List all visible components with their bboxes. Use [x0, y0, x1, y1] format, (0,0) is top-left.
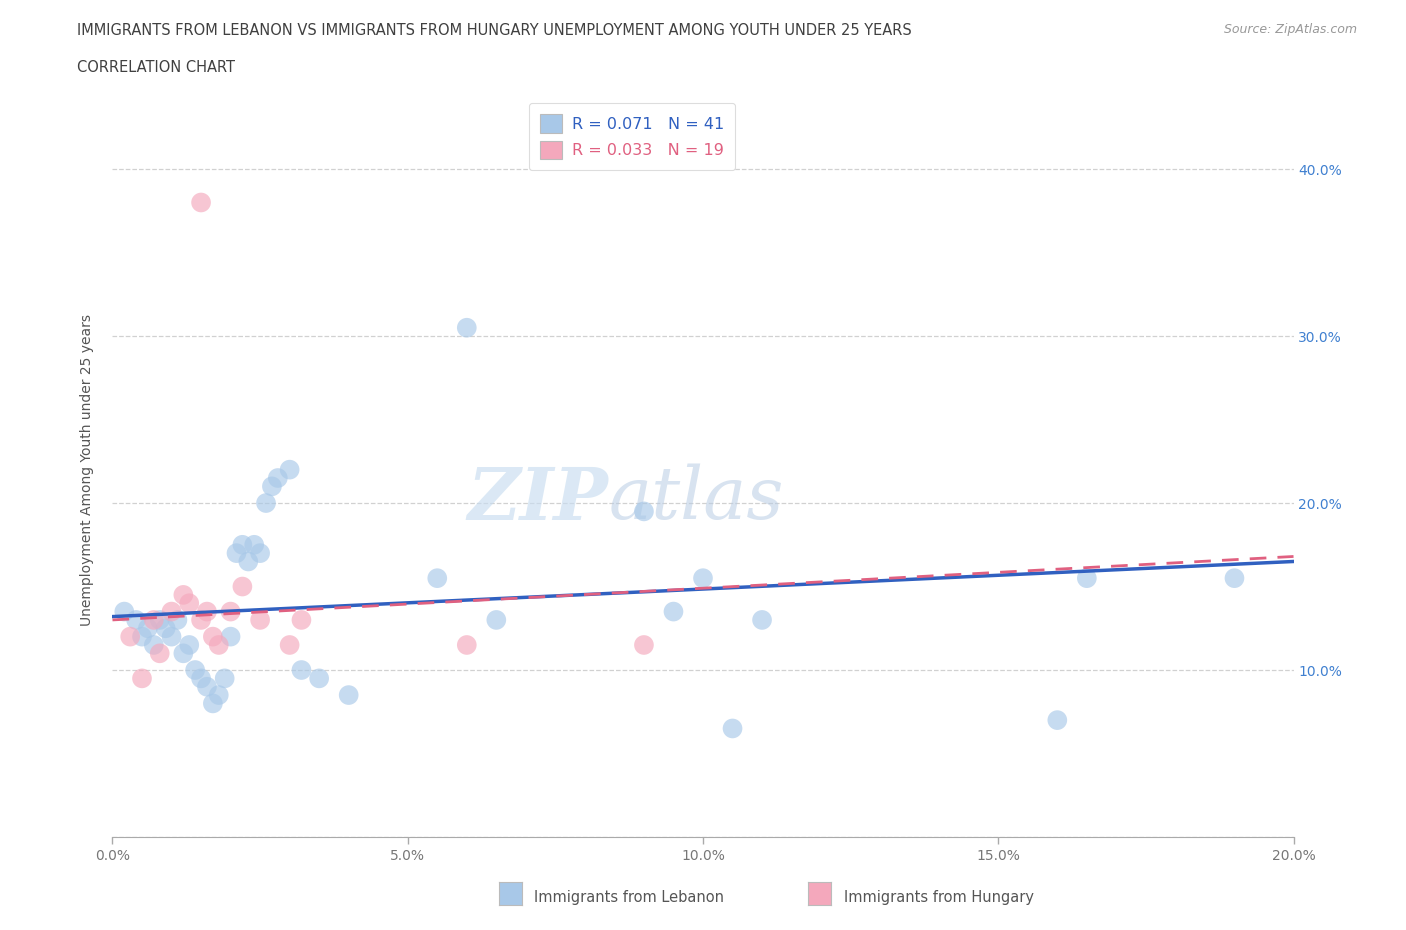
Text: atlas: atlas: [609, 464, 785, 535]
Text: IMMIGRANTS FROM LEBANON VS IMMIGRANTS FROM HUNGARY UNEMPLOYMENT AMONG YOUTH UNDE: IMMIGRANTS FROM LEBANON VS IMMIGRANTS FR…: [77, 23, 912, 38]
Point: [155, 621, 177, 636]
Point: [208, 687, 231, 702]
Text: Immigrants from Lebanon: Immigrants from Lebanon: [534, 890, 724, 905]
Point: [721, 721, 744, 736]
Point: [662, 604, 685, 619]
Point: [219, 630, 242, 644]
Point: [125, 613, 148, 628]
Point: [195, 604, 218, 619]
Point: [278, 462, 301, 477]
Point: [692, 571, 714, 586]
Point: [160, 630, 183, 644]
Point: [214, 671, 236, 685]
Point: [190, 195, 212, 210]
Point: [308, 671, 330, 685]
Legend: R = 0.071   N = 41, R = 0.033   N = 19: R = 0.071 N = 41, R = 0.033 N = 19: [529, 103, 735, 170]
Point: [337, 687, 360, 702]
Point: [278, 638, 301, 653]
Point: [120, 630, 142, 644]
Point: [231, 579, 253, 594]
Text: CORRELATION CHART: CORRELATION CHART: [77, 60, 235, 75]
Point: [249, 613, 271, 628]
Point: [1076, 571, 1098, 586]
Point: [633, 638, 655, 653]
Point: [290, 662, 312, 677]
Point: [485, 613, 508, 628]
Point: [249, 546, 271, 561]
Point: [456, 320, 478, 335]
Point: [172, 588, 194, 603]
Point: [131, 630, 153, 644]
Point: [149, 645, 172, 660]
Point: [149, 613, 172, 628]
Point: [633, 504, 655, 519]
Text: ZIP: ZIP: [468, 463, 609, 535]
Y-axis label: Unemployment Among Youth under 25 years: Unemployment Among Youth under 25 years: [80, 313, 94, 626]
Point: [184, 662, 207, 677]
Point: [190, 613, 212, 628]
Point: [172, 645, 194, 660]
Point: [231, 538, 253, 552]
Point: [1223, 571, 1246, 586]
Point: [201, 696, 224, 711]
Point: [243, 538, 266, 552]
Point: [751, 613, 773, 628]
Point: [190, 671, 212, 685]
Point: [290, 613, 312, 628]
Point: [160, 604, 183, 619]
Point: [1046, 712, 1069, 727]
Text: Source: ZipAtlas.com: Source: ZipAtlas.com: [1223, 23, 1357, 36]
Point: [201, 630, 224, 644]
Point: [112, 604, 135, 619]
Point: [179, 596, 201, 611]
Point: [426, 571, 449, 586]
Point: [254, 496, 277, 511]
Point: [225, 546, 247, 561]
Point: [195, 679, 218, 694]
Point: [166, 613, 188, 628]
Point: [142, 613, 165, 628]
Point: [142, 638, 165, 653]
Point: [456, 638, 478, 653]
Point: [267, 471, 290, 485]
Point: [219, 604, 242, 619]
Point: [238, 554, 260, 569]
Point: [136, 621, 159, 636]
Text: Immigrants from Hungary: Immigrants from Hungary: [844, 890, 1033, 905]
Point: [260, 479, 283, 494]
Point: [131, 671, 153, 685]
Point: [208, 638, 231, 653]
Point: [179, 638, 201, 653]
